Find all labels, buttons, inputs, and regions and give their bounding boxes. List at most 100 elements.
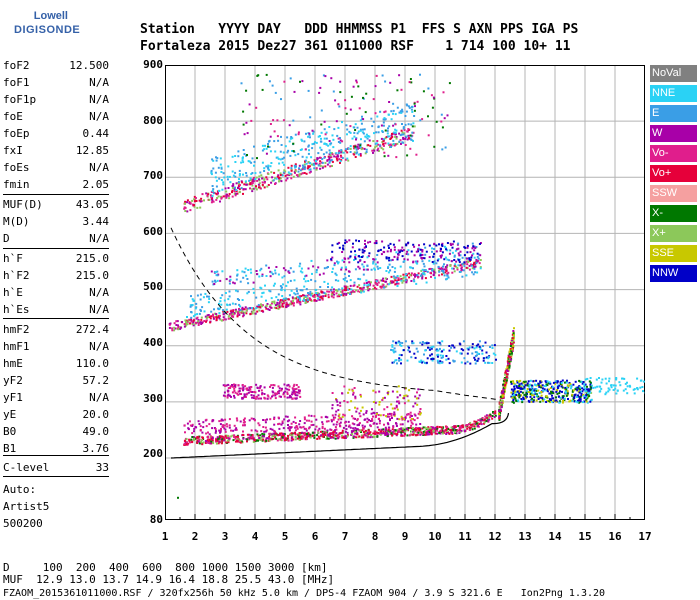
f-trace-point	[396, 429, 399, 432]
second-hop-point	[318, 298, 321, 301]
spread-f-point	[559, 381, 562, 384]
spread-f-point	[570, 385, 573, 388]
scatter-point	[482, 359, 485, 362]
f-trace-point	[249, 435, 252, 438]
second-hop-point	[327, 266, 329, 268]
scatter-point	[393, 361, 395, 364]
second-hop-point	[453, 264, 456, 267]
f-trace-point	[373, 422, 376, 425]
f-trace-point	[372, 432, 375, 435]
spread-f-point	[604, 393, 607, 396]
third-hop-point	[389, 138, 392, 140]
f-trace-point	[387, 428, 390, 431]
f-trace-point	[332, 423, 335, 426]
third-hop-point	[339, 141, 342, 144]
param-hmf1: hmF1 N/A	[3, 340, 109, 356]
third-hop-point	[289, 172, 292, 175]
multihop-point	[269, 397, 272, 400]
second-hop-point	[270, 271, 273, 274]
third-hop-point	[362, 118, 365, 121]
third-hop-point	[303, 168, 306, 171]
spread-f-point	[528, 400, 531, 403]
f-trace-point	[220, 418, 223, 421]
third-hop-point	[394, 143, 397, 146]
second-hop-point	[336, 242, 339, 245]
second-hop-point	[363, 249, 366, 252]
second-hop-point	[285, 303, 288, 306]
cusp-point	[509, 345, 512, 347]
second-hop-point	[446, 249, 449, 252]
spread-f-point	[545, 384, 547, 387]
second-hop-point	[433, 268, 436, 271]
third-hop-point	[328, 158, 331, 161]
f-trace-point	[461, 425, 464, 428]
f-trace-point	[468, 423, 470, 426]
third-hop-point	[271, 176, 274, 179]
second-hop-point	[277, 293, 280, 296]
scatter-point	[400, 362, 402, 365]
f-trace-point	[310, 420, 313, 423]
third-hop-point	[337, 126, 340, 129]
second-hop-point	[335, 292, 338, 295]
spread-f-point	[531, 397, 533, 400]
multihop-point	[266, 397, 269, 400]
f-trace-point	[452, 429, 455, 432]
third-hop-point	[191, 199, 194, 202]
third-hop-point	[237, 185, 240, 188]
second-hop-point	[190, 295, 192, 298]
f-trace-point	[211, 419, 214, 422]
spread-f-point	[510, 388, 513, 391]
f-trace-point	[211, 439, 214, 442]
spread-f-point	[531, 394, 534, 397]
third-hop-point	[242, 110, 245, 113]
spread-f-point	[577, 390, 580, 393]
param-value: N/A	[89, 303, 109, 316]
third-hop-point	[183, 206, 186, 209]
third-hop-point	[256, 157, 258, 160]
f-trace-point	[308, 426, 311, 429]
spread-f-point	[545, 389, 548, 392]
multihop-point	[253, 396, 256, 399]
spread-f-point	[576, 386, 579, 389]
f-trace-point	[338, 422, 341, 425]
third-hop-point	[231, 191, 233, 194]
f-trace-point	[188, 439, 191, 442]
scatter-point	[455, 350, 458, 353]
f-trace-point	[242, 424, 244, 427]
spread-f-point	[530, 386, 533, 389]
f-trace-point	[429, 428, 431, 431]
third-hop-point	[251, 157, 254, 160]
spread-f-point	[519, 379, 522, 382]
spread-f-point	[636, 377, 639, 380]
second-hop-point	[401, 249, 404, 252]
third-hop-point	[404, 115, 407, 117]
second-hop-point	[421, 260, 424, 263]
third-hop-point	[384, 129, 387, 132]
second-hop-point	[341, 287, 344, 290]
scatter-point	[381, 398, 384, 401]
second-hop-point	[393, 255, 396, 258]
f-trace-point	[188, 420, 191, 423]
second-hop-point	[344, 286, 347, 289]
param-value: N/A	[89, 391, 109, 404]
second-hop-point	[210, 315, 213, 318]
f-trace-point	[226, 436, 229, 439]
third-hop-point	[251, 190, 254, 193]
param-value: N/A	[89, 76, 109, 89]
f-trace-point	[389, 430, 392, 433]
second-hop-point	[468, 258, 471, 261]
third-hop-point	[229, 181, 232, 184]
f-trace-point	[458, 426, 461, 429]
second-hop-point	[244, 267, 247, 270]
second-hop-point	[177, 328, 180, 331]
spread-f-point	[514, 384, 517, 387]
scatter-point	[383, 408, 386, 411]
f-trace-point	[223, 427, 226, 430]
second-hop-point	[461, 256, 464, 259]
multihop-point	[242, 389, 244, 392]
f-trace-point	[423, 429, 426, 432]
third-hop-point	[400, 142, 402, 145]
cusp-point	[501, 395, 504, 398]
second-hop-point	[358, 284, 361, 287]
third-hop-point	[263, 167, 266, 170]
